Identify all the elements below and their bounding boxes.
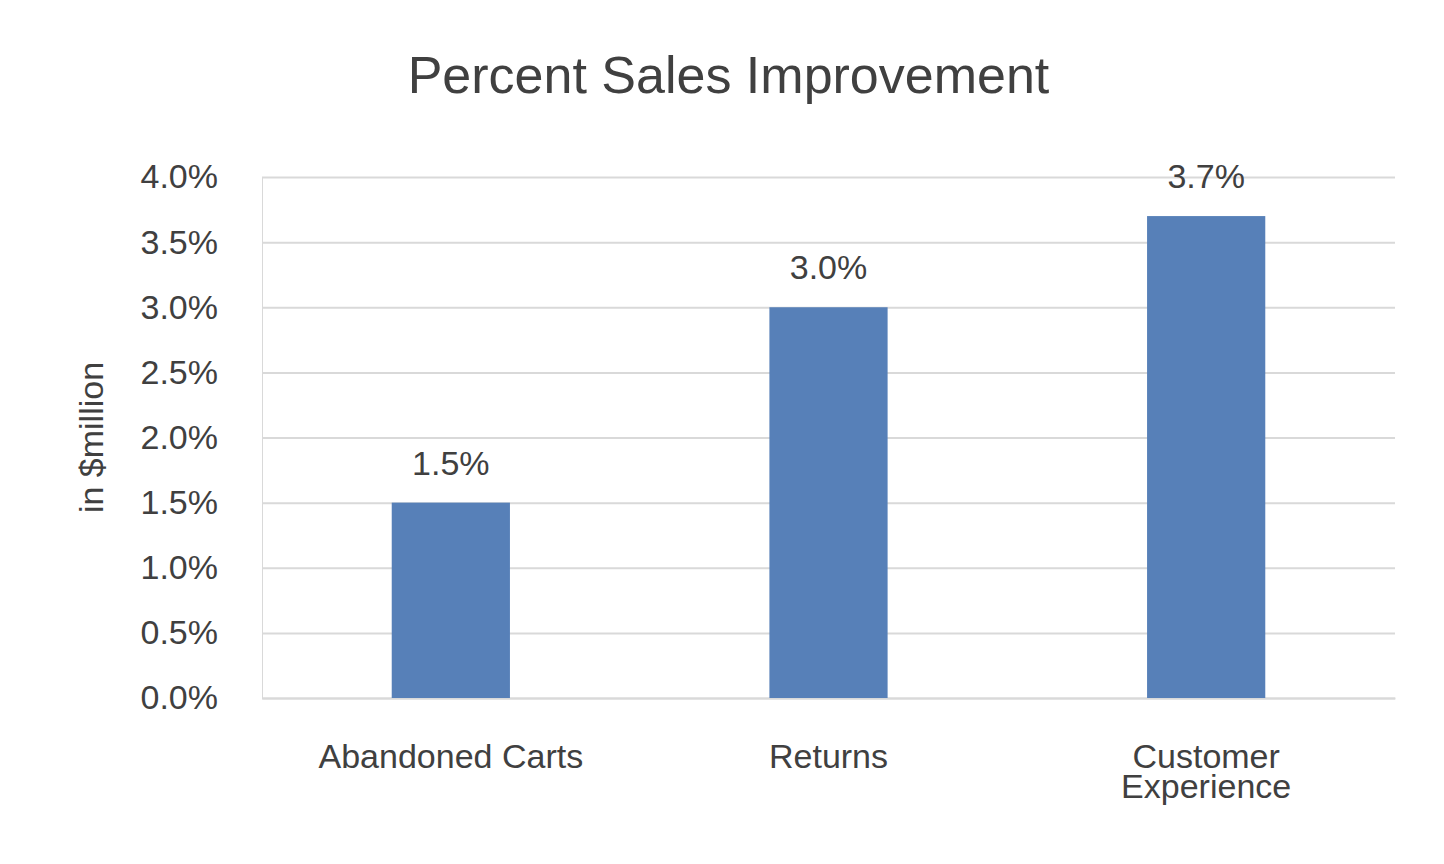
x-tick-label: CustomerExperience: [1121, 737, 1291, 805]
x-tick: CustomerExperience: [1121, 698, 1291, 805]
x-tick-label: Returns: [769, 737, 888, 775]
y-tick-label: 4.0%: [141, 157, 219, 195]
y-axis-title: in $million: [72, 362, 110, 513]
chart-title: Percent Sales Improvement: [408, 46, 1050, 104]
data-labels: 1.5% 3.0% 3.7%: [412, 157, 1245, 482]
bars: [392, 216, 1266, 698]
x-axis: Abandoned Carts Returns CustomerExperience: [263, 698, 1396, 805]
bar: [392, 503, 510, 698]
data-label: 1.5%: [412, 444, 490, 482]
x-tick: Returns: [769, 698, 888, 775]
y-axis-line: [263, 178, 1396, 699]
y-tick-label: 0.0%: [141, 678, 219, 716]
y-tick-label: 1.0%: [141, 548, 219, 586]
data-label: 3.7%: [1167, 157, 1245, 195]
chart: Percent Sales Improvement in $million 0.0%…: [0, 0, 1444, 864]
y-tick-label: 2.0%: [141, 418, 219, 456]
data-label: 3.0%: [790, 248, 868, 286]
x-tick-label-line: Experience: [1121, 767, 1291, 805]
y-tick-label: 3.5%: [141, 223, 219, 261]
y-tick-label: 0.5%: [141, 613, 219, 651]
plot: 0.0% 0.5% 1.0% 1.5% 2.0% 2.5% 3.0% 3.5% 4.0% Aban…: [141, 157, 1396, 805]
y-axis: 0.0% 0.5% 1.0% 1.5% 2.0% 2.5% 3.0% 3.5% 4.0%: [141, 157, 1396, 716]
x-tick: Abandoned Carts: [319, 698, 584, 775]
y-tick-label: 1.5%: [141, 483, 219, 521]
y-tick: 4.0%: [141, 157, 1396, 195]
x-tick-label: Abandoned Carts: [319, 737, 584, 775]
bar: [769, 307, 887, 698]
y-tick-label: 2.5%: [141, 353, 219, 391]
y-tick-label: 3.0%: [141, 288, 219, 326]
bar: [1147, 216, 1265, 698]
